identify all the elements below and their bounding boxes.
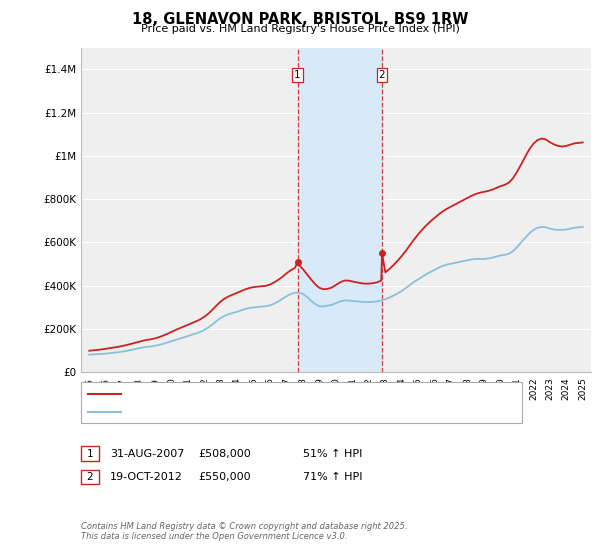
Text: 2: 2 [86, 472, 94, 482]
Text: 1: 1 [86, 449, 94, 459]
Text: 51% ↑ HPI: 51% ↑ HPI [303, 449, 362, 459]
Text: Price paid vs. HM Land Registry's House Price Index (HPI): Price paid vs. HM Land Registry's House … [140, 24, 460, 34]
Text: 2: 2 [379, 70, 385, 80]
Text: 31-AUG-2007: 31-AUG-2007 [110, 449, 184, 459]
Bar [298, 48, 382, 372]
Text: 18, GLENAVON PARK, BRISTOL, BS9 1RW: 18, GLENAVON PARK, BRISTOL, BS9 1RW [132, 12, 468, 27]
Text: HPI: Average price, detached house, City of Bristol: HPI: Average price, detached house, City… [127, 407, 374, 417]
Text: Contains HM Land Registry data © Crown copyright and database right 2025.
This d: Contains HM Land Registry data © Crown c… [81, 522, 407, 542]
Text: 1: 1 [294, 70, 301, 80]
Text: 18, GLENAVON PARK, BRISTOL, BS9 1RW (detached house): 18, GLENAVON PARK, BRISTOL, BS9 1RW (det… [127, 389, 416, 399]
Text: 19-OCT-2012: 19-OCT-2012 [110, 472, 182, 482]
Text: £508,000: £508,000 [198, 449, 251, 459]
Text: 71% ↑ HPI: 71% ↑ HPI [303, 472, 362, 482]
Text: £550,000: £550,000 [198, 472, 251, 482]
